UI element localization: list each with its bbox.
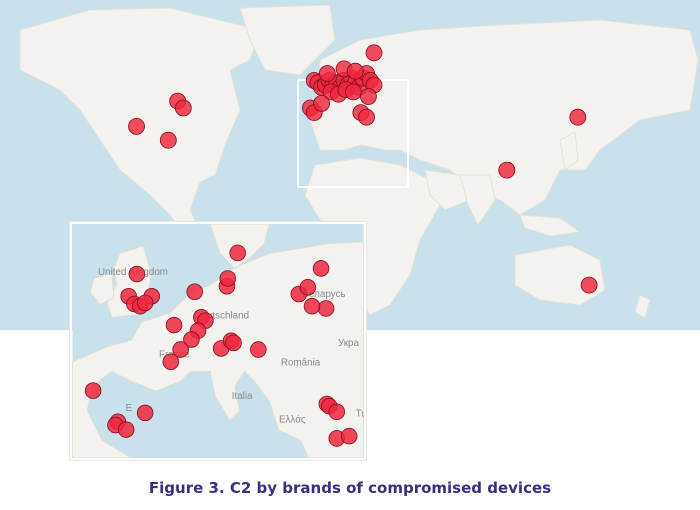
inset-c2-marker[interactable]	[303, 297, 321, 315]
world-marker-layer	[128, 44, 598, 294]
world-map[interactable]	[0, 0, 700, 330]
greenland	[239, 4, 336, 76]
world-c2-marker[interactable]	[359, 88, 377, 105]
world-c2-marker[interactable]	[128, 118, 145, 135]
inset-label-ua: Укра	[338, 338, 360, 349]
inset-c2-marker[interactable]	[117, 421, 135, 438]
inset-c2-marker[interactable]	[136, 404, 154, 422]
world-c2-marker[interactable]	[313, 95, 331, 112]
inset-c2-marker[interactable]	[136, 294, 154, 312]
japan	[559, 131, 579, 171]
inset-c2-marker[interactable]	[312, 260, 330, 277]
inset-sea-gap-med	[156, 386, 230, 458]
inset-c2-marker[interactable]	[219, 270, 236, 287]
world-c2-marker[interactable]	[358, 108, 375, 126]
europe-inset-map[interactable]: United Kingdom Deutschland France Белару…	[70, 222, 366, 460]
inset-c2-marker[interactable]	[165, 316, 183, 334]
world-c2-marker[interactable]	[159, 131, 177, 149]
inset-c2-marker[interactable]	[250, 341, 267, 358]
inset-c2-marker[interactable]	[183, 331, 200, 348]
world-c2-marker[interactable]	[344, 83, 362, 101]
inset-ireland	[89, 272, 115, 306]
eurasia	[309, 19, 699, 216]
world-c2-marker[interactable]	[569, 108, 587, 126]
world-c2-marker[interactable]	[346, 62, 364, 80]
figure-caption: Figure 3. C2 by brands of compromised de…	[148, 479, 552, 497]
se-asia-islands	[519, 214, 582, 237]
inset-c2-marker[interactable]	[340, 427, 358, 445]
world-c2-marker[interactable]	[498, 161, 516, 179]
inset-label-es: E	[126, 403, 133, 414]
inset-label-it: Italia	[232, 391, 253, 402]
india	[459, 174, 496, 226]
inset-label-gr: Ελλάς	[279, 415, 306, 426]
arabia	[424, 169, 471, 211]
inset-c2-marker[interactable]	[299, 279, 317, 296]
inset-c2-marker[interactable]	[84, 382, 102, 399]
inset-label-de: Deutschland	[194, 310, 249, 321]
inset-c2-marker[interactable]	[172, 341, 189, 358]
new-zealand	[634, 294, 651, 319]
inset-c2-marker[interactable]	[162, 353, 180, 371]
world-c2-marker[interactable]	[365, 44, 383, 62]
world-c2-marker[interactable]	[318, 65, 336, 82]
inset-label-by: Беларусь	[303, 289, 346, 300]
inset-marker-layer	[84, 244, 358, 447]
inset-c2-marker[interactable]	[328, 403, 346, 421]
inset-label-ro: România	[281, 358, 321, 369]
inset-c2-marker[interactable]	[128, 265, 146, 283]
world-c2-marker[interactable]	[580, 276, 598, 294]
world-c2-marker[interactable]	[174, 99, 192, 117]
inset-c2-marker[interactable]	[225, 334, 242, 352]
inset-c2-marker[interactable]	[186, 283, 203, 301]
inset-c2-marker[interactable]	[229, 244, 246, 262]
inset-label-tr: Tu	[356, 409, 364, 420]
inset-c2-marker[interactable]	[317, 300, 335, 317]
